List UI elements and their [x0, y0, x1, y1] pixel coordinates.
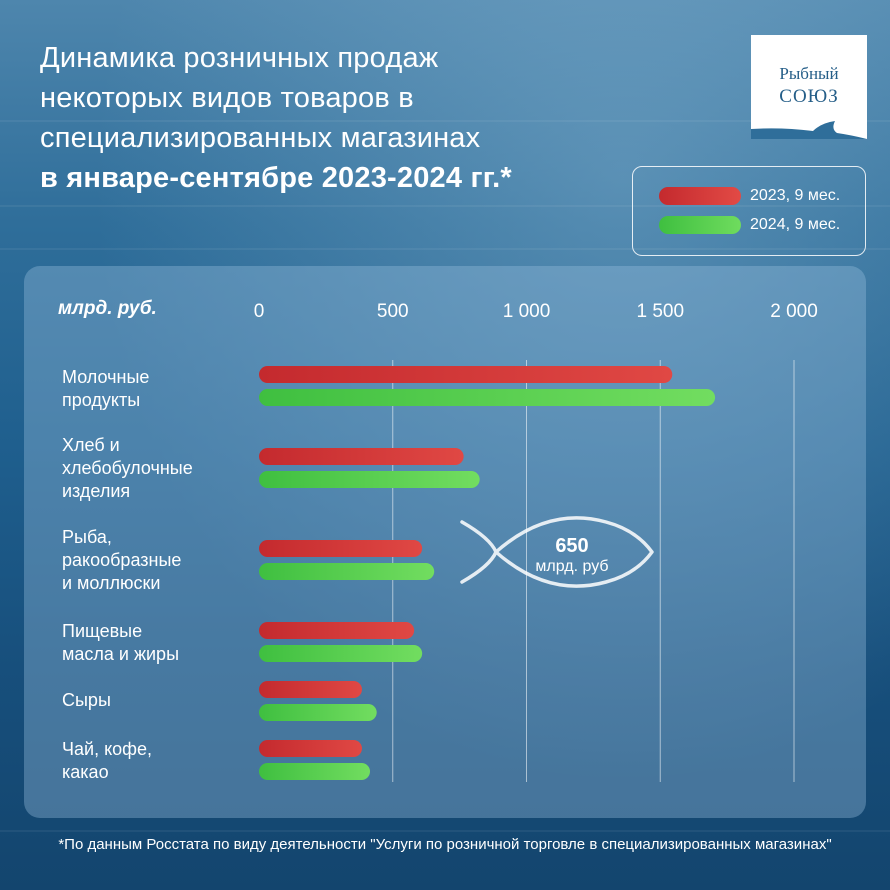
category-label-3-line-1: масла и жиры — [62, 644, 179, 664]
legend-swatch-2024 — [659, 216, 741, 234]
callout-value: 650 — [555, 535, 588, 557]
category-label-5-line-0: Чай, кофе, — [62, 739, 152, 759]
bar-2024-1 — [259, 471, 480, 488]
category-label-4: Сыры — [62, 689, 111, 712]
title-line-2: некоторых видов товаров в — [40, 82, 414, 114]
category-label-2-line-1: ракообразные — [62, 550, 182, 570]
bar-2023-5 — [259, 740, 362, 757]
category-label-5: Чай, кофе, какао — [62, 738, 152, 784]
category-label-1: Хлеб и хлебобулочные изделия — [62, 434, 193, 503]
category-label-3: Пищевые масла и жиры — [62, 620, 179, 666]
category-label-3-line-0: Пищевые — [62, 621, 143, 641]
axis-unit-label: млрд. руб. — [58, 298, 157, 319]
x-tick-label-3: 1 500 — [636, 301, 684, 322]
footnote: *По данным Росстата по виду деятельности… — [58, 836, 832, 853]
x-tick-label-2: 1 000 — [503, 301, 551, 322]
category-label-2: Рыба, ракообразные и моллюски — [62, 526, 181, 595]
logo-line-1: Рыбный — [779, 64, 839, 83]
x-tick-label-1: 500 — [377, 301, 409, 322]
logo-fin-icon — [751, 121, 867, 139]
bar-2023-0 — [259, 366, 673, 383]
category-label-0-line-1: продукты — [62, 390, 141, 410]
chart-panel — [24, 266, 866, 818]
category-label-2-line-2: и моллюски — [62, 573, 161, 593]
category-label-0: Молочные продукты — [62, 366, 149, 412]
category-label-5-line-1: какао — [62, 762, 109, 782]
rybny-soyuz-logo: Рыбный СОЮЗ — [751, 35, 867, 139]
bar-2023-3 — [259, 622, 415, 639]
logo-line-2: СОЮЗ — [779, 86, 839, 107]
callout-unit: млрд. руб — [535, 558, 608, 575]
category-label-0-line-0: Молочные — [62, 367, 150, 387]
bar-2024-0 — [259, 389, 716, 406]
bar-2024-3 — [259, 645, 423, 662]
page-title: Динамика розничных продаж некоторых видо… — [40, 38, 640, 198]
legend-label-2023: 2023, 9 мес. — [750, 187, 841, 204]
fish-icon — [460, 516, 654, 588]
legend-label-2024: 2024, 9 мес. — [750, 216, 841, 233]
category-label-2-line-0: Рыба, — [62, 527, 112, 547]
category-label-1-line-2: изделия — [62, 481, 131, 501]
bar-2023-4 — [259, 681, 362, 698]
category-label-4-line-0: Сыры — [62, 690, 111, 710]
x-tick-label-4: 2 000 — [770, 301, 818, 322]
title-period: в январе-сентябре 2023-2024 гг.* — [40, 162, 512, 194]
x-tick-label-0: 0 — [254, 301, 265, 322]
bar-2024-2 — [259, 563, 435, 580]
bar-2023-1 — [259, 448, 464, 465]
bar-2024-5 — [259, 763, 371, 780]
legend-swatch-2023 — [659, 187, 741, 205]
title-line-1: Динамика розничных продаж — [40, 42, 439, 74]
title-line-3: специализированных магазинах — [40, 122, 481, 154]
category-label-1-line-1: хлебобулочные — [62, 458, 193, 478]
bar-2023-2 — [259, 540, 423, 557]
chart-legend: 2023, 9 мес. 2024, 9 мес. — [632, 166, 866, 256]
bar-2024-4 — [259, 704, 377, 721]
category-label-1-line-0: Хлеб и — [62, 435, 120, 455]
